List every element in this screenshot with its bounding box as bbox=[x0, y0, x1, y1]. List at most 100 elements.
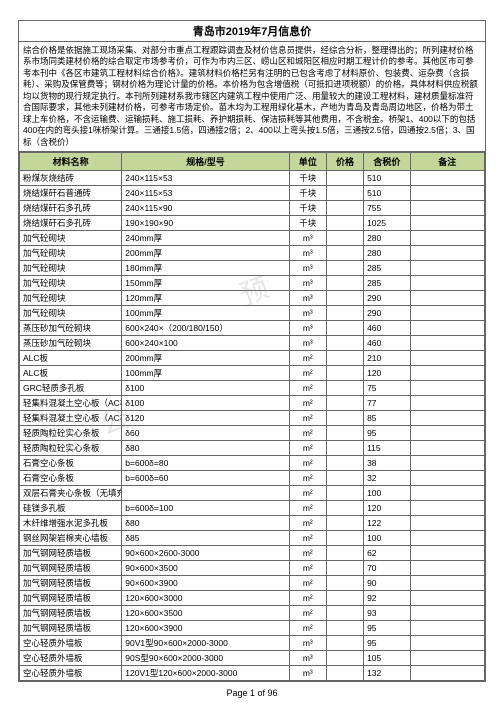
table-row: 轻质陶粒砼实心条板δ80m²115 bbox=[20, 441, 485, 456]
table-cell: m² bbox=[289, 351, 326, 366]
table-cell bbox=[326, 396, 363, 411]
table-cell: 双层石膏夹心条板（无填充）成品 bbox=[20, 486, 122, 501]
table-row: 空心轻质外墙板90S型90×600×2000-3000m³105 bbox=[20, 651, 485, 666]
table-cell: δ100 bbox=[122, 396, 289, 411]
table-cell: m² bbox=[289, 561, 326, 576]
table-cell: 180mm厚 bbox=[122, 261, 289, 276]
table-row: 加气钢网轻质墙板120×600×3500m²93 bbox=[20, 606, 485, 621]
table-cell bbox=[326, 231, 363, 246]
table-cell: δ80 bbox=[122, 516, 289, 531]
col-header-name: 材料名称 bbox=[20, 153, 122, 171]
table-cell: 加气砼砌块 bbox=[20, 306, 122, 321]
table-cell: 460 bbox=[364, 321, 411, 336]
table-header-row: 材料名称 规格/型号 单位 价格 含税价 备注 bbox=[20, 153, 485, 171]
table-cell: 硅镁多孔板 bbox=[20, 501, 122, 516]
table-cell bbox=[410, 291, 484, 306]
table-cell bbox=[326, 666, 363, 681]
table-cell bbox=[326, 651, 363, 666]
col-header-price: 价格 bbox=[326, 153, 363, 171]
table-row: 空心轻质外墙板120V1型120×600×2000-3000m³132 bbox=[20, 666, 485, 681]
table-cell bbox=[410, 246, 484, 261]
table-cell: 240mm厚 bbox=[122, 231, 289, 246]
table-cell bbox=[326, 501, 363, 516]
table-cell: 510 bbox=[364, 171, 411, 186]
table-cell: m³ bbox=[289, 261, 326, 276]
col-header-spec: 规格/型号 bbox=[122, 153, 289, 171]
table-cell: 150mm厚 bbox=[122, 276, 289, 291]
table-row: 蒸压砂加气砼砌块600×240×100m³460 bbox=[20, 336, 485, 351]
table-row: 双层石膏夹心条板（无填充）成品m²100 bbox=[20, 486, 485, 501]
table-cell: 600×240×（200/180/150） bbox=[122, 321, 289, 336]
table-cell: 290 bbox=[364, 291, 411, 306]
price-table: 材料名称 规格/型号 单位 价格 含税价 备注 粉煤灰烧结砖240×115×53… bbox=[19, 152, 485, 681]
table-cell: b=600δ=60 bbox=[122, 471, 289, 486]
table-cell: 90S型90×600×2000-3000 bbox=[122, 651, 289, 666]
table-cell: 95 bbox=[364, 426, 411, 441]
table-cell bbox=[410, 651, 484, 666]
table-cell: 90V1型90×600×2000-3000 bbox=[122, 636, 289, 651]
table-cell: 38 bbox=[364, 456, 411, 471]
table-cell: m² bbox=[289, 396, 326, 411]
table-row: 空心轻质外墙板90V1型90×600×2000-3000m³95 bbox=[20, 636, 485, 651]
table-cell bbox=[326, 336, 363, 351]
table-cell bbox=[410, 576, 484, 591]
table-row: 硅镁多孔板b=600δ=100m²120 bbox=[20, 501, 485, 516]
table-cell: m³ bbox=[289, 336, 326, 351]
table-cell: 烧结煤矸石普通砖 bbox=[20, 186, 122, 201]
table-cell: 100mm厚 bbox=[122, 306, 289, 321]
table-row: 加气钢网轻质墙板120×600×3900m²95 bbox=[20, 621, 485, 636]
table-cell: 加气砼砌块 bbox=[20, 261, 122, 276]
table-cell: δ60 bbox=[122, 426, 289, 441]
table-cell bbox=[326, 216, 363, 231]
table-body: 粉煤灰烧结砖240×115×53千块510烧结煤矸石普通砖240×115×53千… bbox=[20, 171, 485, 681]
table-cell bbox=[326, 201, 363, 216]
table-row: 烧结煤矸石多孔砖190×190×90千块1025 bbox=[20, 216, 485, 231]
table-cell bbox=[410, 606, 484, 621]
table-row: 加气砼砌块120mm厚m³290 bbox=[20, 291, 485, 306]
table-cell: m³ bbox=[289, 231, 326, 246]
table-cell bbox=[410, 411, 484, 426]
table-cell: m³ bbox=[289, 246, 326, 261]
table-cell bbox=[326, 471, 363, 486]
table-cell bbox=[410, 621, 484, 636]
table-cell bbox=[410, 471, 484, 486]
table-cell: 空心轻质外墙板 bbox=[20, 666, 122, 681]
table-cell: 120×600×3000 bbox=[122, 591, 289, 606]
table-cell: 120 bbox=[364, 366, 411, 381]
table-cell: 95 bbox=[364, 621, 411, 636]
table-cell: b=600δ=100 bbox=[122, 501, 289, 516]
table-cell: 轻质陶粒砼实心条板 bbox=[20, 441, 122, 456]
table-cell: 120V1型120×600×2000-3000 bbox=[122, 666, 289, 681]
table-cell: m³ bbox=[289, 651, 326, 666]
table-row: 加气砼砌块100mm厚m³290 bbox=[20, 306, 485, 321]
table-cell: 90×600×3900 bbox=[122, 576, 289, 591]
table-row: 加气钢网轻质墙板90×600×3500m²70 bbox=[20, 561, 485, 576]
table-cell: 千块 bbox=[289, 216, 326, 231]
table-cell bbox=[326, 246, 363, 261]
table-row: 加气砼砌块240mm厚m³280 bbox=[20, 231, 485, 246]
table-cell: m² bbox=[289, 516, 326, 531]
col-header-unit: 单位 bbox=[289, 153, 326, 171]
table-cell bbox=[326, 561, 363, 576]
document-title: 青岛市2019年7月信息价 bbox=[19, 21, 485, 42]
table-cell bbox=[326, 321, 363, 336]
table-cell: 510 bbox=[364, 186, 411, 201]
table-cell bbox=[326, 486, 363, 501]
table-cell bbox=[410, 351, 484, 366]
table-cell bbox=[410, 591, 484, 606]
table-row: 加气砼砌块150mm厚m³285 bbox=[20, 276, 485, 291]
table-cell: 240×115×53 bbox=[122, 171, 289, 186]
table-cell: 755 bbox=[364, 201, 411, 216]
table-cell bbox=[410, 366, 484, 381]
table-cell: 粉煤灰烧结砖 bbox=[20, 171, 122, 186]
table-row: 轻集料混凝土空心板（AC板）δ100m²77 bbox=[20, 396, 485, 411]
table-cell bbox=[326, 426, 363, 441]
table-cell bbox=[326, 171, 363, 186]
table-cell: ALC板 bbox=[20, 351, 122, 366]
table-cell: 加气钢网轻质墙板 bbox=[20, 606, 122, 621]
table-row: 石膏空心条板b=600δ=80m²38 bbox=[20, 456, 485, 471]
table-cell: 加气砼砌块 bbox=[20, 246, 122, 261]
table-cell: 千块 bbox=[289, 201, 326, 216]
table-cell bbox=[326, 546, 363, 561]
table-cell bbox=[326, 516, 363, 531]
